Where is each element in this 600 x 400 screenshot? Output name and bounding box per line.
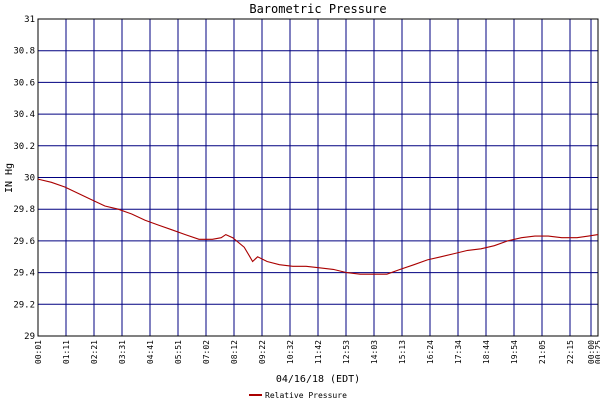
x-tick-label: 12:53 bbox=[342, 340, 351, 364]
y-tick-label: 30.6 bbox=[13, 78, 35, 88]
x-tick-label: 00:25 bbox=[594, 340, 600, 364]
x-tick-label: 00:01 bbox=[34, 340, 43, 364]
y-tick-label: 30 bbox=[24, 174, 35, 184]
x-tick-label: 19:54 bbox=[510, 340, 519, 364]
x-tick-label: 04:41 bbox=[146, 340, 155, 364]
x-tick-label: 21:05 bbox=[538, 340, 547, 364]
y-tick-label: 31 bbox=[24, 15, 35, 25]
x-axis: 00:01 01:11 02:21 03:31 04:41 05:51 07:02 08:12… bbox=[34, 340, 600, 364]
grid bbox=[38, 18, 598, 337]
chart-title: Barometric Pressure bbox=[249, 2, 386, 16]
x-tick-label: 09:22 bbox=[258, 340, 267, 364]
x-axis-label: 04/16/18 (EDT) bbox=[276, 374, 360, 385]
y-axis: 29 29.2 29.4 29.6 29.8 30 30.2 30.4 30.6 30.8 31 bbox=[13, 15, 35, 342]
y-axis-label: IN Hg bbox=[4, 163, 15, 193]
x-tick-label: 10:32 bbox=[286, 340, 295, 364]
x-tick-label: 02:21 bbox=[90, 340, 99, 364]
y-tick-label: 29.6 bbox=[13, 237, 35, 247]
x-tick-label: 22:15 bbox=[566, 340, 575, 364]
x-tick-label: 16:24 bbox=[426, 340, 435, 364]
x-tick-label: 03:31 bbox=[118, 340, 127, 364]
x-tick-label: 08:12 bbox=[230, 340, 239, 364]
x-tick-label: 07:02 bbox=[202, 340, 211, 364]
y-tick-label: 29.4 bbox=[13, 269, 35, 279]
y-tick-label: 29.8 bbox=[13, 205, 35, 215]
x-tick-label: 18:44 bbox=[482, 340, 491, 364]
legend-label: Relative Pressure bbox=[265, 391, 347, 400]
legend: Relative Pressure bbox=[249, 391, 347, 400]
x-tick-label: 01:11 bbox=[62, 340, 71, 364]
y-tick-label: 29 bbox=[24, 332, 35, 342]
y-tick-label: 30.2 bbox=[13, 142, 35, 152]
x-tick-label: 00:00 bbox=[587, 340, 596, 364]
x-tick-label: 17:34 bbox=[454, 340, 463, 364]
y-tick-label: 30.4 bbox=[13, 110, 35, 120]
series-line-relative-pressure bbox=[37, 178, 599, 275]
y-tick-label: 29.2 bbox=[13, 300, 35, 310]
x-tick-label: 14:03 bbox=[370, 340, 379, 364]
x-tick-label: 15:13 bbox=[398, 340, 407, 364]
x-tick-label: 05:51 bbox=[174, 340, 183, 364]
y-tick-label: 30.8 bbox=[13, 47, 35, 57]
x-tick-label: 11:42 bbox=[314, 340, 323, 364]
plot-area-frame bbox=[37, 18, 599, 337]
